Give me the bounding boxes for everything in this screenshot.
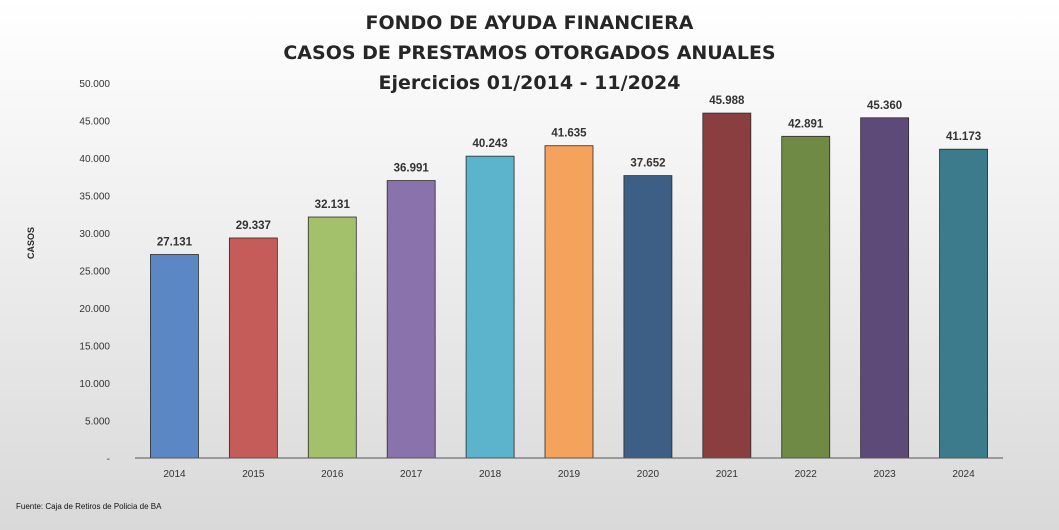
chart-title-line-3: Ejercicios 01/2014 - 11/2024	[378, 72, 681, 94]
bar-2014	[150, 254, 199, 459]
y-tick-label: 25.000	[79, 267, 110, 278]
data-label-2020: 37.652	[630, 158, 665, 170]
data-label-2022: 42.891	[788, 118, 824, 130]
x-tick-label-2018: 2018	[479, 469, 502, 480]
x-tick-label-2020: 2020	[637, 469, 660, 480]
y-tick-label: 40.000	[79, 154, 110, 165]
x-tick-label-2022: 2022	[795, 469, 818, 480]
bar-2017	[386, 180, 436, 459]
bar-2024	[939, 148, 988, 459]
x-tick-label-2015: 2015	[242, 469, 265, 480]
y-tick-label: -	[107, 454, 110, 465]
x-tick-label-2016: 2016	[321, 469, 344, 480]
chart-title-line-1: FONDO DE AYUDA FINANCIERA	[365, 12, 694, 34]
bar-2015	[228, 237, 278, 459]
bar-2019	[544, 145, 594, 459]
y-tick-label: 15.000	[79, 342, 110, 353]
data-label-2023: 45.360	[867, 100, 902, 112]
x-tick-label-2024: 2024	[952, 469, 975, 480]
bar-2023	[860, 117, 910, 459]
data-label-2017: 36.991	[394, 163, 430, 175]
data-label-2018: 40.243	[472, 138, 507, 150]
data-label-2024: 41.173	[946, 131, 981, 143]
y-tick-label: 35.000	[79, 192, 110, 203]
y-tick-label: 50.000	[79, 79, 110, 90]
chart-title-line-2: CASOS DE PRESTAMOS OTORGADOS ANUALES	[283, 42, 776, 64]
y-tick-label: 45.000	[79, 117, 110, 128]
data-label-2014: 27.131	[157, 237, 193, 249]
x-tick-label-2014: 2014	[163, 469, 186, 480]
y-tick-label: 5.000	[85, 417, 110, 428]
y-tick-label: 20.000	[79, 304, 110, 315]
bar-2022	[781, 135, 831, 459]
source-note: Fuente: Caja de Retiros de Policia de BA	[16, 502, 162, 511]
bar-2021	[702, 112, 752, 459]
x-tick-label-2019: 2019	[558, 469, 581, 480]
x-tick-label-2021: 2021	[716, 469, 739, 480]
data-label-2019: 41.635	[551, 128, 587, 140]
bar-2016	[307, 216, 357, 459]
data-label-2016: 32.131	[315, 199, 351, 211]
y-tick-label: 10.000	[79, 379, 110, 390]
bar-2020	[623, 175, 673, 459]
data-label-2015: 29.337	[236, 220, 271, 232]
bar-2018	[465, 155, 515, 459]
data-label-2021: 45.988	[709, 95, 745, 107]
x-tick-label-2017: 2017	[400, 469, 423, 480]
x-tick-label-2023: 2023	[874, 469, 897, 480]
y-tick-label: 30.000	[79, 229, 110, 240]
